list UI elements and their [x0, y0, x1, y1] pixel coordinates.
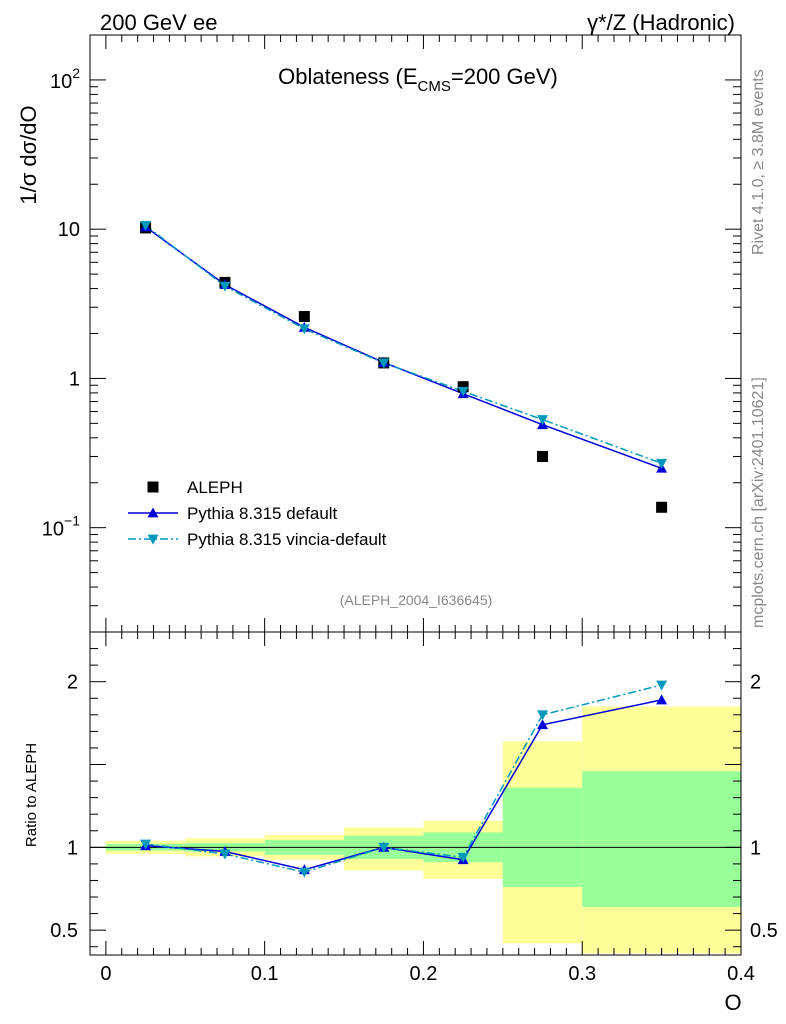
rivet-label: Rivet 4.1.0, ≥ 3.8M events — [750, 69, 767, 255]
ratio-y-tick-label-left: 0.5 — [50, 920, 78, 942]
y-tick-label: 102 — [50, 65, 80, 93]
analysis-label: (ALEPH_2004_I636645) — [340, 592, 493, 608]
pythia-vincia-point — [537, 415, 549, 426]
ratio-y-tick-label-left: 1 — [67, 837, 78, 859]
series-line-1 — [145, 226, 662, 469]
ratio-vincia-point — [656, 680, 668, 691]
ratio-panel: 0.5 0.5 1 1 2 2 0 0.1 0.2 0.3 0.4 Ratio to ALEPH O — [23, 631, 778, 1015]
ratio-vincia-point — [140, 839, 152, 850]
y-tick-label: 1 — [69, 368, 80, 390]
x-tick-label: 0.2 — [410, 963, 438, 985]
legend-label-2: Pythia 8.315 vincia-default — [187, 530, 387, 549]
header-right: γ*/Z (Hadronic) — [587, 10, 735, 35]
legend-label-1: Pythia 8.315 default — [187, 504, 338, 523]
legend-marker-vincia — [147, 534, 159, 545]
x-axis-label: O — [724, 990, 741, 1015]
x-tick-label: 0.3 — [568, 963, 596, 985]
ratio-vincia-point — [537, 710, 549, 721]
ratio-vincia-point — [219, 849, 231, 860]
ratio-vincia-point — [457, 852, 469, 863]
legend-label-0: ALEPH — [187, 478, 243, 497]
x-tick-label: 0.4 — [727, 963, 755, 985]
pythia-vincia-point — [140, 221, 152, 231]
ratio-vincia-point — [298, 867, 310, 878]
aleph-data-point — [457, 381, 469, 393]
ratio-frame — [89, 631, 742, 956]
ratio-y-tick-label-right: 1 — [750, 837, 761, 859]
pythia-vincia-point — [298, 324, 310, 335]
y-tick-label: 10 — [58, 219, 80, 241]
pythia-vincia-point — [457, 386, 469, 397]
pythia-vincia-point — [378, 358, 390, 369]
x-tick-label: 0 — [100, 963, 111, 985]
ratio-default-point — [537, 719, 549, 730]
ratio-default-point — [656, 694, 668, 705]
stat-uncertainty-band — [582, 771, 741, 907]
series-line-2 — [145, 224, 662, 465]
y-tick-label: 10−1 — [42, 513, 80, 541]
legend-marker-aleph — [147, 481, 159, 493]
ratio-y-tick-label-left: 2 — [67, 672, 78, 694]
pythia-vincia-point — [219, 281, 231, 292]
x-tick-label: 0.1 — [251, 963, 279, 985]
pythia-vincia-point — [656, 458, 668, 469]
ratio-y-tick-label-right: 2 — [750, 672, 761, 694]
legend-marker-default — [147, 507, 159, 518]
mcplots-label: mcplots.cern.ch [arXiv:2401.10621] — [750, 377, 767, 628]
aleph-data-point — [656, 501, 668, 513]
ratio-y-tick-label-right: 0.5 — [750, 920, 778, 942]
stat-uncertainty-band — [502, 787, 583, 888]
chart-title: Oblateness (ECMS=200 GeV) — [278, 64, 558, 95]
ratio-vincia-point — [378, 842, 390, 853]
header-left: 200 GeV ee — [100, 10, 217, 35]
main-panel: 102 10 1 10−1 1/σ dσ/dO Oblateness (ECMS=200 … — [16, 34, 742, 633]
y-axis-label: 1/σ dσ/dO — [16, 105, 41, 204]
aleph-data-point — [298, 310, 310, 322]
ratio-y-axis-label: Ratio to ALEPH — [23, 743, 40, 847]
aleph-data-point — [537, 450, 549, 462]
